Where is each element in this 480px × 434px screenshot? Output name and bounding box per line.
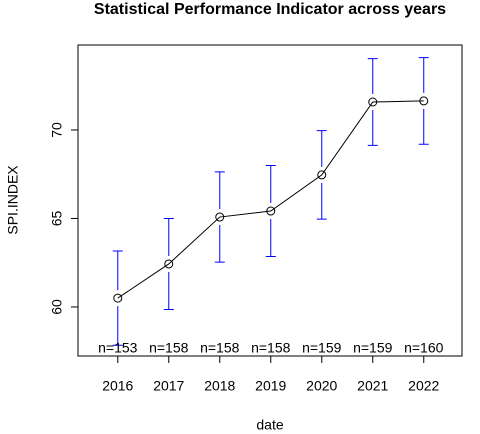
y-tick-label: 60 <box>49 299 65 315</box>
n-label: n=158 <box>200 340 240 356</box>
y-tick-label: 70 <box>49 122 65 138</box>
x-tick-label: 2018 <box>204 378 235 394</box>
n-label: n=159 <box>353 340 393 356</box>
y-axis-label: SPI.INDEX <box>5 165 21 235</box>
plot-frame <box>77 44 463 357</box>
mean-line <box>117 100 424 299</box>
error-bar <box>163 217 174 310</box>
mean-point <box>368 97 378 107</box>
chart-title: Statistical Performance Indicator across… <box>94 1 446 18</box>
error-bar <box>265 165 276 258</box>
x-tick-label: 2020 <box>306 378 337 394</box>
mean-point <box>419 96 429 106</box>
n-label: n=158 <box>149 340 189 356</box>
y-tick-label: 65 <box>49 210 65 226</box>
mean-point <box>266 206 276 216</box>
x-tick-label: 2019 <box>255 378 286 394</box>
n-label: n=159 <box>302 340 342 356</box>
error-bar <box>112 250 123 346</box>
error-bar <box>214 171 225 263</box>
n-label: n=158 <box>251 340 291 356</box>
n-label: n=153 <box>98 340 138 356</box>
error-bar <box>316 130 327 220</box>
x-tick-label: 2022 <box>408 378 439 394</box>
mean-point <box>164 259 174 269</box>
mean-point <box>113 293 123 303</box>
x-tick-label: 2021 <box>357 378 388 394</box>
n-label: n=160 <box>404 340 444 356</box>
mean-point <box>317 170 327 180</box>
x-tick-label: 2017 <box>153 378 184 394</box>
mean-point <box>215 212 225 222</box>
error-bar <box>418 57 429 145</box>
error-bar <box>367 58 378 146</box>
x-tick-label: 2016 <box>102 378 133 394</box>
x-axis-label: date <box>256 417 283 433</box>
